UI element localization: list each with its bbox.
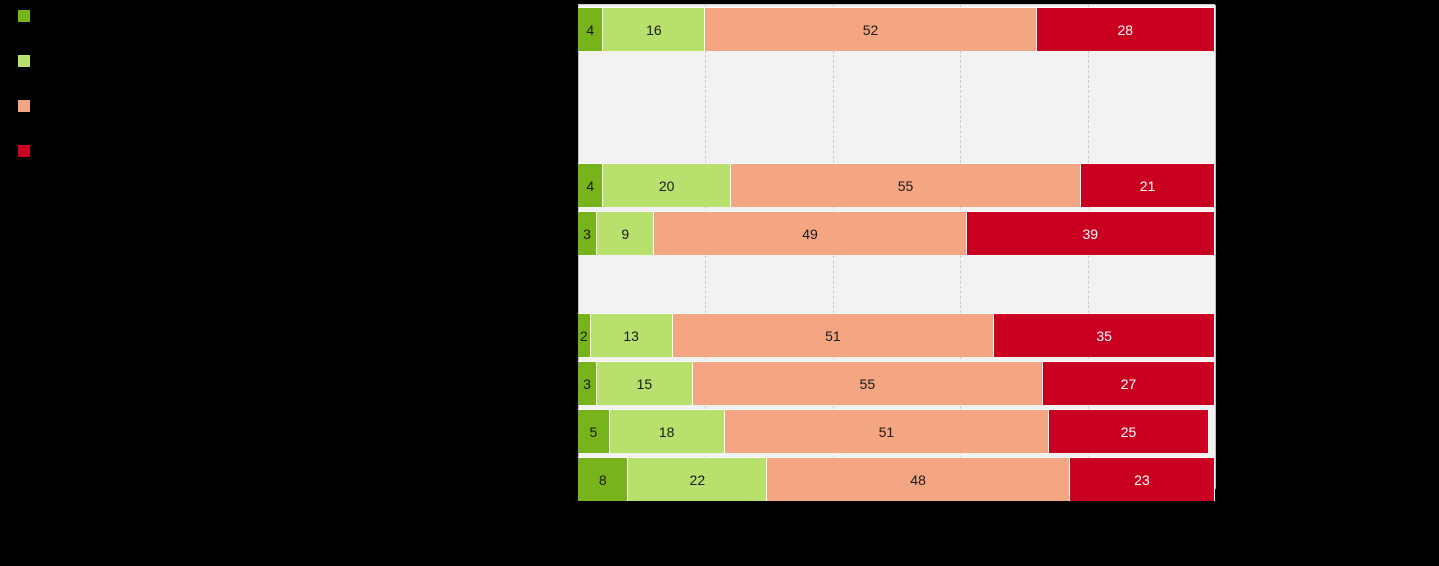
x-axis-tick: 20 — [698, 498, 712, 513]
y-axis-label: 65+ — [2, 456, 562, 500]
y-axis-label: All adults — [2, 6, 562, 50]
bar-segment: 15 — [597, 361, 693, 405]
bar-segment: 9 — [597, 211, 654, 255]
bar-segment: 18 — [610, 409, 725, 453]
x-axis-tick: 60 — [953, 498, 967, 513]
x-axis-tick: 0 — [574, 498, 581, 513]
bar-segment: 28 — [1037, 7, 1215, 51]
bar-row: 5185125 — [578, 409, 1215, 453]
x-axis-tick: 40 — [826, 498, 840, 513]
bar-row: 2135135 — [578, 313, 1215, 357]
y-axis-label: 50-64 — [2, 408, 562, 452]
bar-segment: 16 — [603, 7, 705, 51]
y-axis-labels: All adultsMenWomenAges 18-2930-4950-6465… — [0, 4, 570, 490]
bar-segment: 25 — [1049, 409, 1208, 453]
bar-segment: 49 — [654, 211, 966, 255]
bar-row: 4205521 — [578, 163, 1215, 207]
y-axis-label: Women — [2, 210, 562, 254]
bar-row: 394939 — [578, 211, 1215, 255]
bar-segment: 4 — [578, 7, 603, 51]
chart-plot-area: 4165228420552139493921351353155527518512… — [578, 4, 1215, 504]
bar-row: 4165228 — [578, 7, 1215, 51]
bar-segment: 55 — [693, 361, 1043, 405]
y-axis-label: 30-49 — [2, 360, 562, 404]
y-axis-label: Men — [2, 162, 562, 206]
bar-segment: 35 — [994, 313, 1215, 357]
bar-segment: 3 — [578, 211, 597, 255]
x-axis-tick: 80 — [1080, 498, 1094, 513]
bar-segment: 5 — [578, 409, 610, 453]
bar-segment: 21 — [1081, 163, 1215, 207]
bar-segment: 52 — [705, 7, 1036, 51]
bar-segment: 13 — [591, 313, 673, 357]
bar-segment: 4 — [578, 163, 603, 207]
bar-segment: 20 — [603, 163, 730, 207]
bar-segment: 2 — [578, 313, 591, 357]
bar-segment: 3 — [578, 361, 597, 405]
bar-segment: 51 — [673, 313, 995, 357]
x-axis-tick: 100 — [1204, 498, 1226, 513]
bar-segment: 27 — [1043, 361, 1215, 405]
bar-segment: 55 — [731, 163, 1081, 207]
x-axis: 020406080100 — [578, 492, 1215, 512]
bar-segment: 51 — [725, 409, 1050, 453]
plot: 4165228420552139493921351353155527518512… — [578, 4, 1215, 490]
bar-segment: 39 — [967, 211, 1215, 255]
bar-row: 3155527 — [578, 361, 1215, 405]
gridline — [1215, 5, 1216, 489]
y-axis-label: Ages 18-29 — [2, 312, 562, 356]
